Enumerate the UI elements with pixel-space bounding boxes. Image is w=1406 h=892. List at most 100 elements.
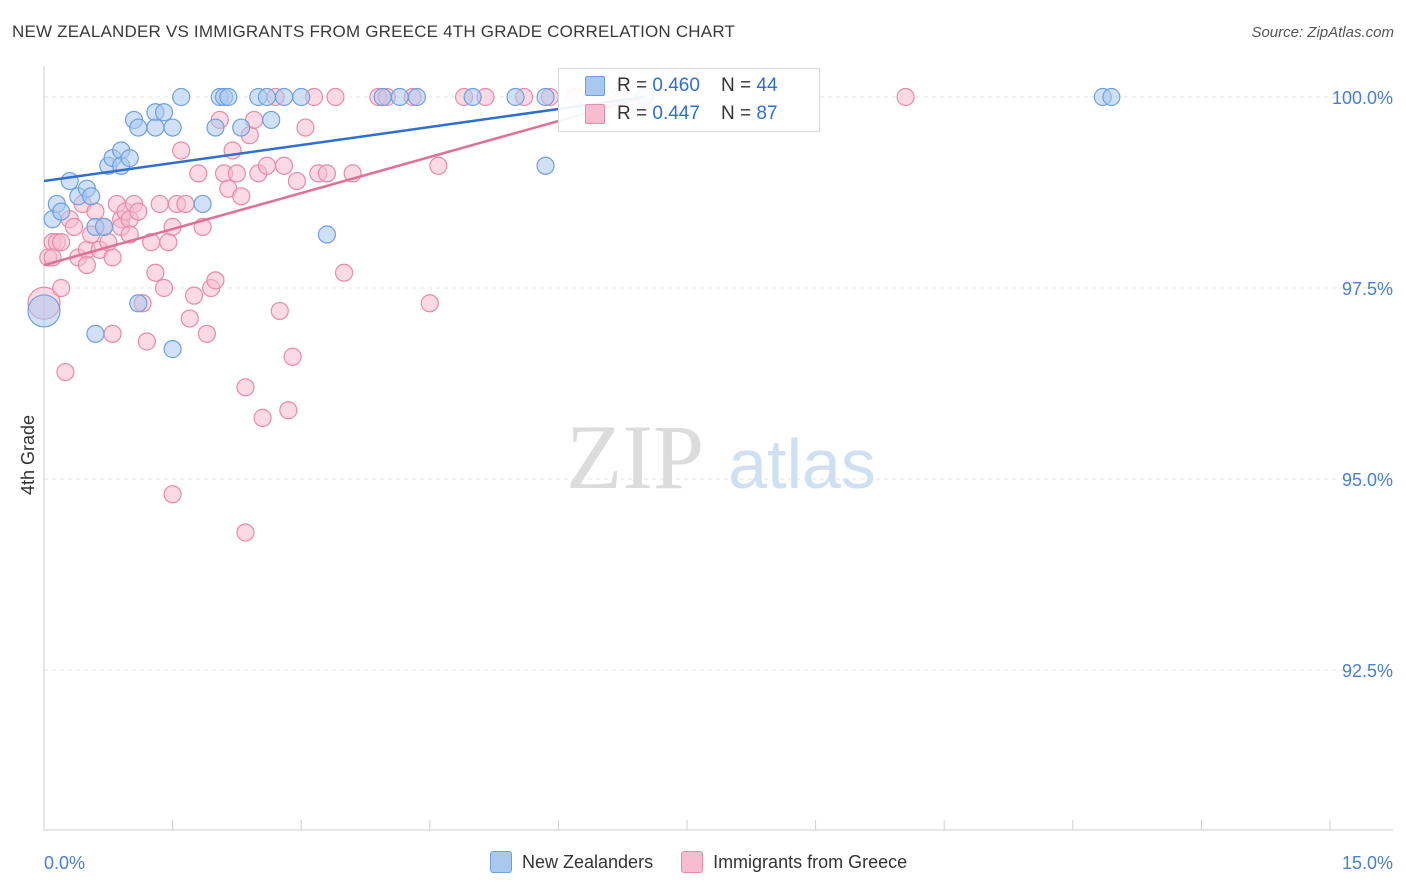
- data-point: [896, 87, 915, 107]
- legend-label: Immigrants from Greece: [713, 851, 908, 872]
- data-point: [154, 278, 174, 298]
- data-point: [163, 118, 182, 137]
- data-point: [180, 309, 199, 328]
- data-point: [373, 87, 392, 107]
- data-point: [120, 149, 139, 168]
- data-point: [52, 233, 71, 252]
- data-point: [257, 156, 277, 175]
- data-point: [270, 301, 289, 321]
- data-point: [236, 378, 255, 397]
- legend-swatch-pink: [681, 851, 704, 873]
- data-point: [154, 103, 174, 122]
- data-point: [206, 271, 225, 290]
- data-point: [86, 202, 105, 221]
- legend-item-new-zealanders[interactable]: New Zealanders: [490, 851, 653, 873]
- watermark: ZIP atlas: [566, 406, 876, 508]
- legend-item-immigrants-from-greece[interactable]: Immigrants from Greece: [681, 851, 907, 873]
- data-point: [159, 233, 178, 252]
- n-value: 87: [756, 103, 778, 124]
- data-point: [103, 248, 122, 267]
- trend-line-immigrants-from-greece: [43, 95, 645, 267]
- watermark-zip: ZIP: [566, 406, 704, 508]
- data-point: [236, 523, 255, 542]
- data-point: [146, 118, 165, 137]
- data-point: [56, 362, 75, 382]
- data-point: [463, 87, 482, 107]
- data-point: [176, 194, 195, 214]
- watermark-atlas: atlas: [728, 425, 876, 503]
- data-point: [287, 171, 307, 191]
- data-point: [326, 87, 345, 107]
- pink-swatch: [585, 104, 605, 124]
- data-point: [227, 164, 246, 183]
- data-point: [274, 87, 294, 107]
- data-point: [129, 294, 148, 313]
- y-tick-label: 92.5%: [1342, 661, 1393, 681]
- chart-title: NEW ZEALANDER VS IMMIGRANTS FROM GREECE …: [12, 22, 736, 41]
- r-value: 0.460: [652, 75, 700, 96]
- r-value: 0.447: [652, 103, 700, 124]
- stats-box: R = 0.460 N = 44 R = 0.447 N = 87: [558, 68, 820, 132]
- data-point: [150, 194, 169, 214]
- data-point: [232, 187, 251, 206]
- y-axis-label: 4th Grade: [18, 415, 38, 495]
- data-point: [390, 87, 409, 107]
- chart-source: Source: ZipAtlas.com: [1251, 24, 1394, 41]
- n-value: 44: [756, 75, 778, 96]
- n-label: N =: [721, 75, 757, 96]
- stats-row-pink: R = 0.447 N = 87: [585, 99, 778, 129]
- data-point: [86, 324, 105, 343]
- data-point: [64, 217, 84, 236]
- data-point: [283, 347, 302, 366]
- data-point: [257, 87, 277, 107]
- y-tick-label: 97.5%: [1342, 279, 1393, 299]
- data-point: [172, 87, 191, 107]
- data-point: [334, 263, 354, 282]
- data-point: [317, 164, 337, 183]
- data-point: [407, 87, 427, 107]
- data-point: [103, 324, 122, 343]
- legend-swatch-blue: [490, 851, 512, 873]
- data-point: [172, 141, 191, 160]
- data-point: [279, 401, 298, 420]
- legend-label: New Zealanders: [522, 851, 654, 872]
- data-point: [429, 156, 448, 175]
- r-label: R =: [617, 103, 653, 124]
- data-point: [193, 194, 212, 214]
- data-point: [184, 286, 204, 305]
- data-point: [189, 164, 208, 183]
- data-point: [197, 324, 216, 343]
- data-point: [253, 408, 272, 427]
- data-point: [52, 202, 71, 221]
- data-point: [536, 87, 555, 107]
- data-point: [146, 263, 165, 282]
- data-point: [94, 217, 114, 236]
- data-point: [219, 87, 238, 107]
- n-label: N =: [721, 103, 757, 124]
- data-point: [296, 118, 315, 137]
- blue-swatch: [585, 76, 605, 96]
- tick-labels: 100.0% 97.5% 95.0% 92.5% 0.0% 15.0%: [44, 88, 1393, 873]
- x-tick-label: 15.0%: [1342, 853, 1393, 873]
- data-point: [137, 332, 156, 351]
- y-tick-label: 100.0%: [1332, 88, 1393, 108]
- data-point: [1102, 87, 1121, 107]
- data-point: [82, 187, 101, 206]
- trend-line-new-zealanders: [43, 95, 645, 183]
- r-label: R =: [617, 75, 653, 96]
- data-point: [317, 225, 337, 244]
- y-tick-label: 95.0%: [1342, 470, 1393, 490]
- data-point: [274, 156, 294, 175]
- data-point: [506, 87, 525, 107]
- stats-row-blue: R = 0.460 N = 44: [585, 71, 778, 101]
- data-point: [27, 294, 61, 328]
- data-point: [163, 485, 182, 504]
- axes: [43, 66, 1393, 831]
- legend: New Zealanders Immigrants from Greece: [490, 851, 907, 873]
- data-point: [60, 171, 79, 191]
- data-point: [262, 110, 281, 130]
- data-point: [163, 340, 182, 359]
- data-point: [129, 202, 148, 221]
- data-point: [232, 118, 251, 137]
